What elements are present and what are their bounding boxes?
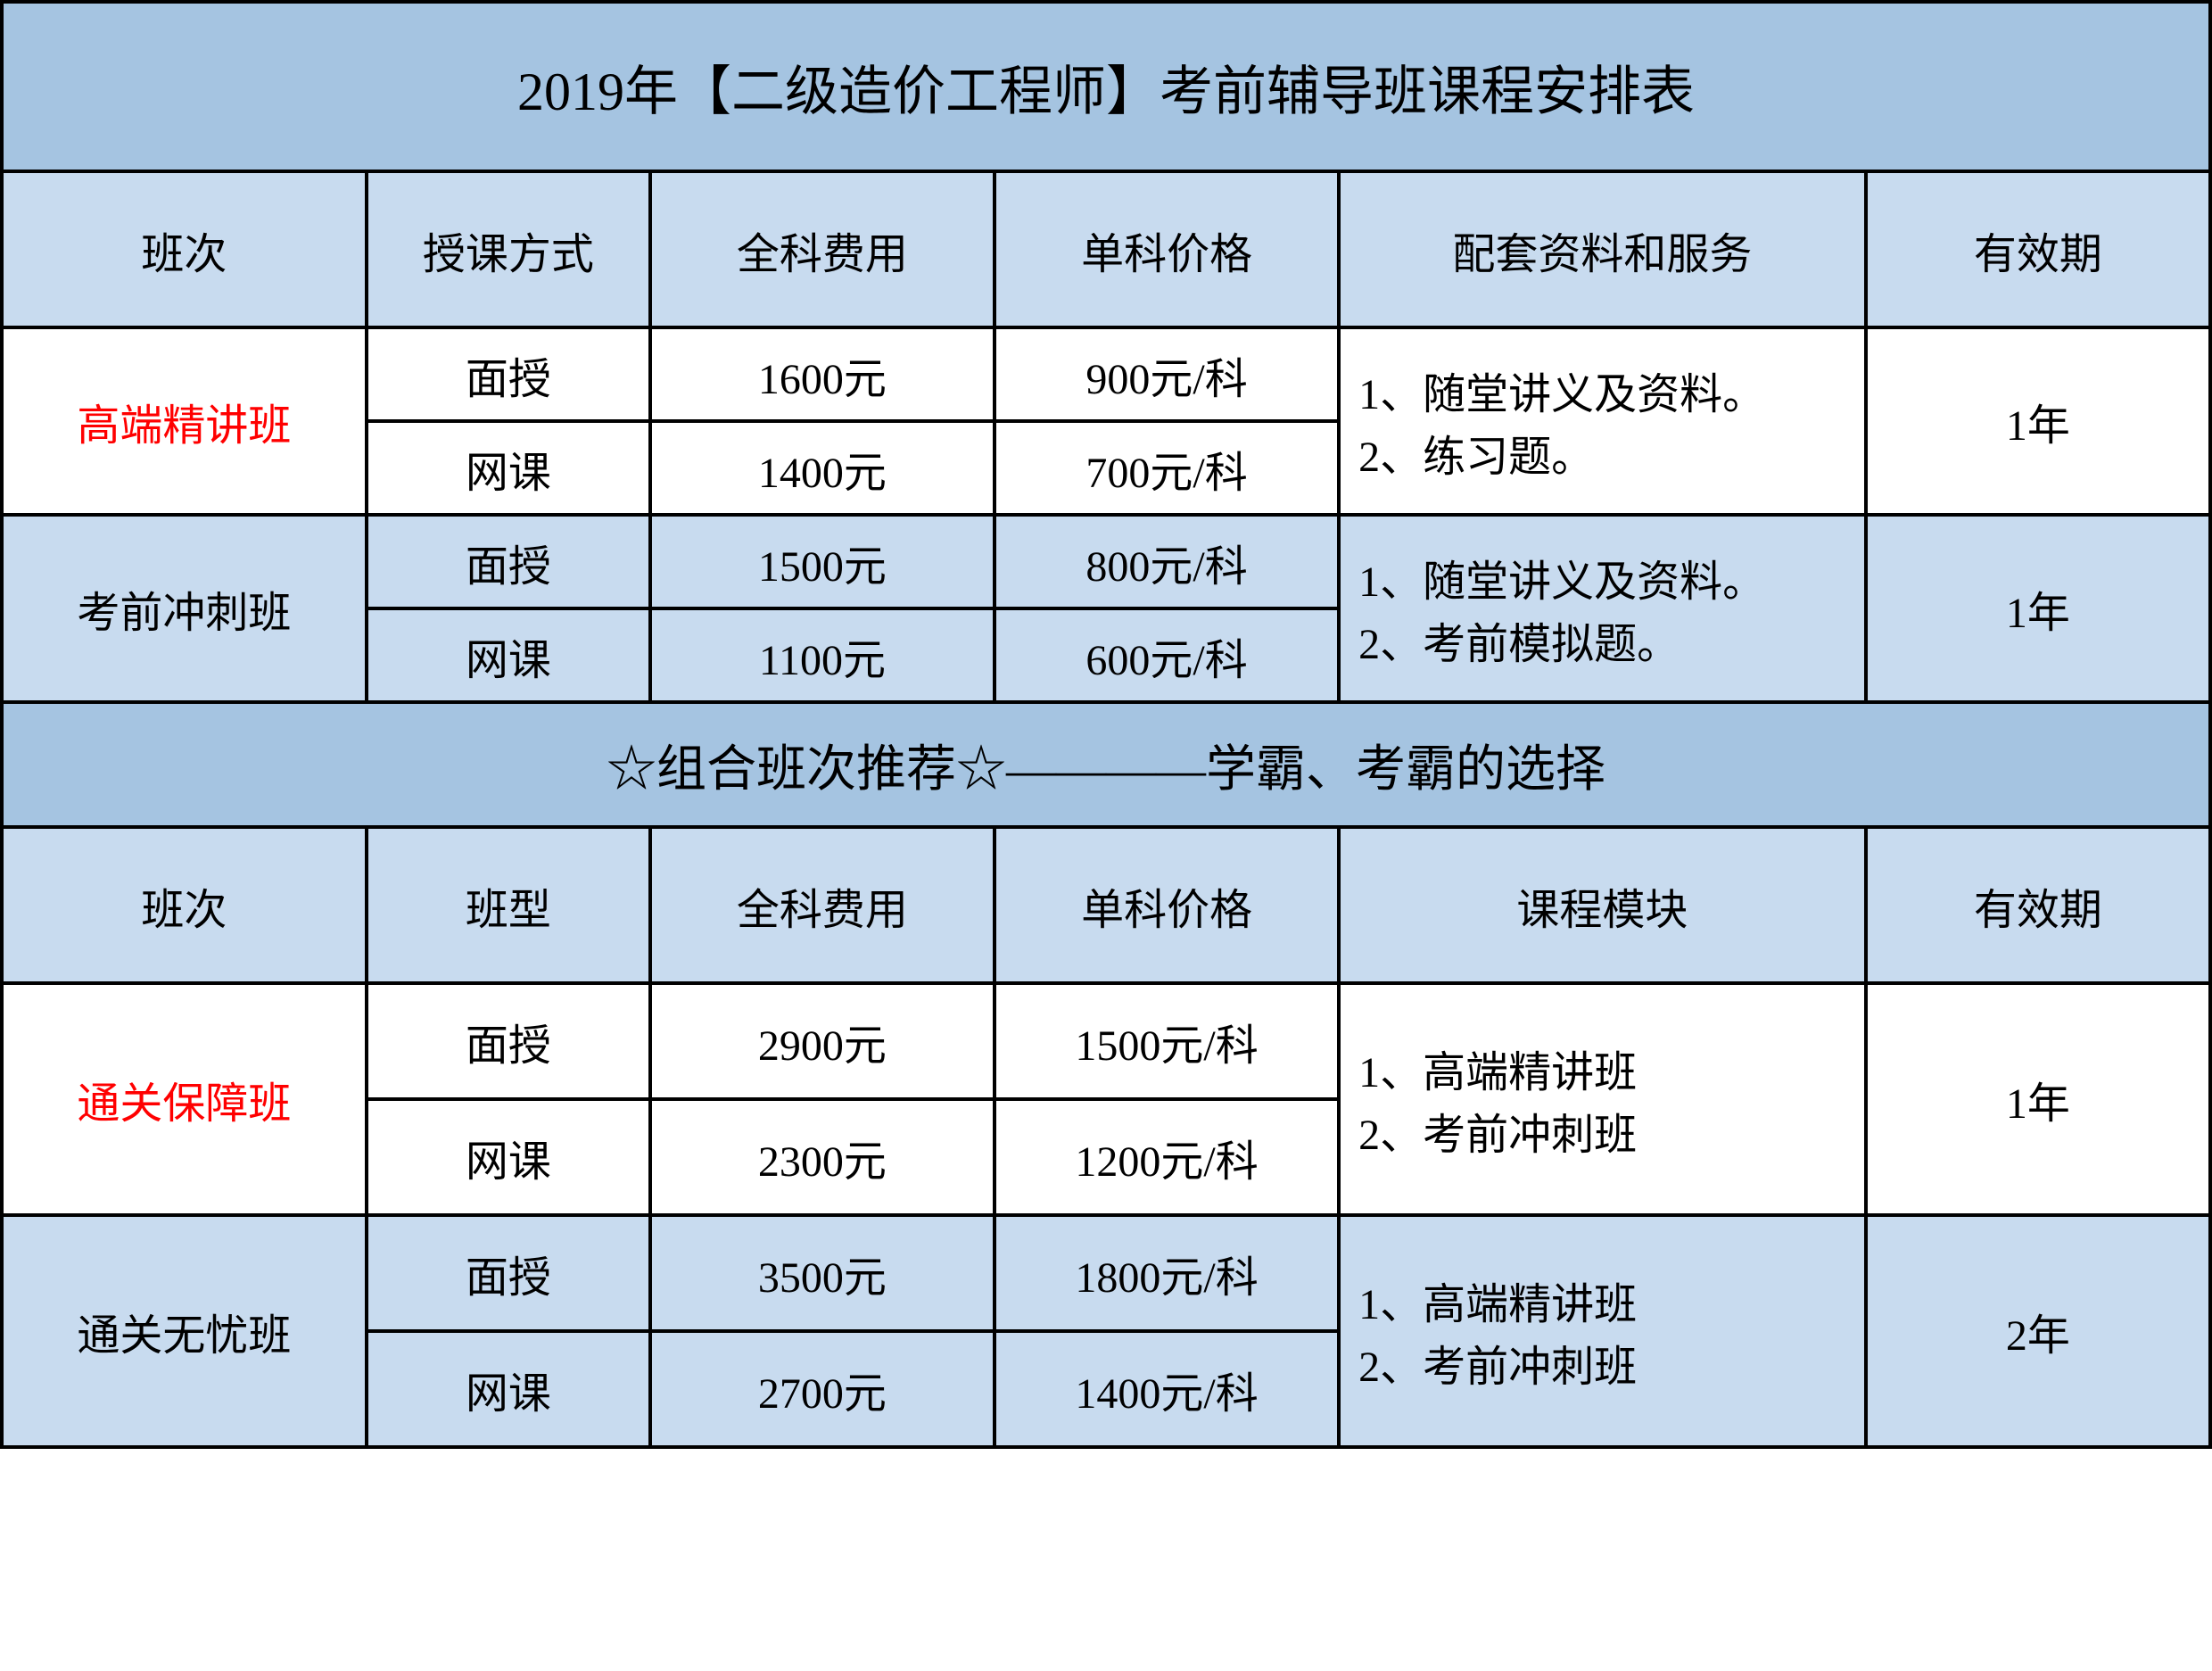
- header-full-price: 全科费用: [650, 827, 995, 983]
- module-line: 1、高端精讲班: [1358, 1037, 1846, 1099]
- single-price-cell: 900元/科: [995, 327, 1339, 421]
- subtitle-row: ☆组合班次推荐☆————学霸、考霸的选择: [2, 702, 2210, 827]
- class-name-sprint: 考前冲刺班: [2, 515, 367, 702]
- header-single-price: 单科价格: [995, 827, 1339, 983]
- full-price-cell: 1500元: [650, 515, 995, 608]
- module-line: 2、考前冲刺班: [1358, 1099, 1846, 1162]
- mode-cell: 网课: [367, 608, 650, 702]
- header-validity: 有效期: [1866, 171, 2210, 327]
- full-price-cell: 1600元: [650, 327, 995, 421]
- full-price-cell: 2300元: [650, 1099, 995, 1215]
- table-row: 通关保障班 面授 2900元 1500元/科 1、高端精讲班 2、考前冲刺班 1…: [2, 983, 2210, 1099]
- single-price-cell: 700元/科: [995, 421, 1339, 515]
- full-price-cell: 2700元: [650, 1331, 995, 1447]
- class-name-guarantee: 通关保障班: [2, 983, 367, 1215]
- header-modules: 课程模块: [1339, 827, 1866, 983]
- main-table: 2019年【二级造价工程师】考前辅导班课程安排表 班次 授课方式 全科费用 单科…: [0, 0, 2212, 1449]
- header-row-1: 班次 授课方式 全科费用 单科价格 配套资料和服务 有效期: [2, 171, 2210, 327]
- mode-cell: 网课: [367, 1331, 650, 1447]
- full-price-cell: 1400元: [650, 421, 995, 515]
- single-price-cell: 800元/科: [995, 515, 1339, 608]
- single-price-cell: 1500元/科: [995, 983, 1339, 1099]
- validity-cell: 1年: [1866, 327, 2210, 515]
- class-name-worryfree: 通关无忧班: [2, 1215, 367, 1447]
- subtitle: ☆组合班次推荐☆————学霸、考霸的选择: [2, 702, 2210, 827]
- mode-cell: 网课: [367, 1099, 650, 1215]
- modules-cell: 1、高端精讲班 2、考前冲刺班: [1339, 1215, 1866, 1447]
- mode-cell: 面授: [367, 515, 650, 608]
- table-row: 通关无忧班 面授 3500元 1800元/科 1、高端精讲班 2、考前冲刺班 2…: [2, 1215, 2210, 1331]
- header-materials: 配套资料和服务: [1339, 171, 1866, 327]
- single-price-cell: 1400元/科: [995, 1331, 1339, 1447]
- single-price-cell: 600元/科: [995, 608, 1339, 702]
- validity-cell: 2年: [1866, 1215, 2210, 1447]
- module-line: 1、高端精讲班: [1358, 1269, 1846, 1331]
- materials-cell: 1、随堂讲义及资料。 2、考前模拟题。: [1339, 515, 1866, 702]
- mode-cell: 面授: [367, 327, 650, 421]
- single-price-cell: 1200元/科: [995, 1099, 1339, 1215]
- modules-cell: 1、高端精讲班 2、考前冲刺班: [1339, 983, 1866, 1215]
- header-mode: 授课方式: [367, 171, 650, 327]
- mode-cell: 网课: [367, 421, 650, 515]
- title-row: 2019年【二级造价工程师】考前辅导班课程安排表: [2, 2, 2210, 171]
- table-row: 高端精讲班 面授 1600元 900元/科 1、随堂讲义及资料。 2、练习题。 …: [2, 327, 2210, 421]
- validity-cell: 1年: [1866, 983, 2210, 1215]
- header-class: 班次: [2, 827, 367, 983]
- materials-cell: 1、随堂讲义及资料。 2、练习题。: [1339, 327, 1866, 515]
- table-row: 考前冲刺班 面授 1500元 800元/科 1、随堂讲义及资料。 2、考前模拟题…: [2, 515, 2210, 608]
- single-price-cell: 1800元/科: [995, 1215, 1339, 1331]
- header-validity: 有效期: [1866, 827, 2210, 983]
- mode-cell: 面授: [367, 983, 650, 1099]
- full-price-cell: 2900元: [650, 983, 995, 1099]
- course-schedule-table: 2019年【二级造价工程师】考前辅导班课程安排表 班次 授课方式 全科费用 单科…: [0, 0, 2212, 1449]
- module-line: 2、考前冲刺班: [1358, 1331, 1846, 1394]
- header-type: 班型: [367, 827, 650, 983]
- class-name-premium: 高端精讲班: [2, 327, 367, 515]
- header-class: 班次: [2, 171, 367, 327]
- header-single-price: 单科价格: [995, 171, 1339, 327]
- mode-cell: 面授: [367, 1215, 650, 1331]
- full-price-cell: 1100元: [650, 608, 995, 702]
- header-full-price: 全科费用: [650, 171, 995, 327]
- full-price-cell: 3500元: [650, 1215, 995, 1331]
- validity-cell: 1年: [1866, 515, 2210, 702]
- header-row-2: 班次 班型 全科费用 单科价格 课程模块 有效期: [2, 827, 2210, 983]
- main-title: 2019年【二级造价工程师】考前辅导班课程安排表: [2, 2, 2210, 171]
